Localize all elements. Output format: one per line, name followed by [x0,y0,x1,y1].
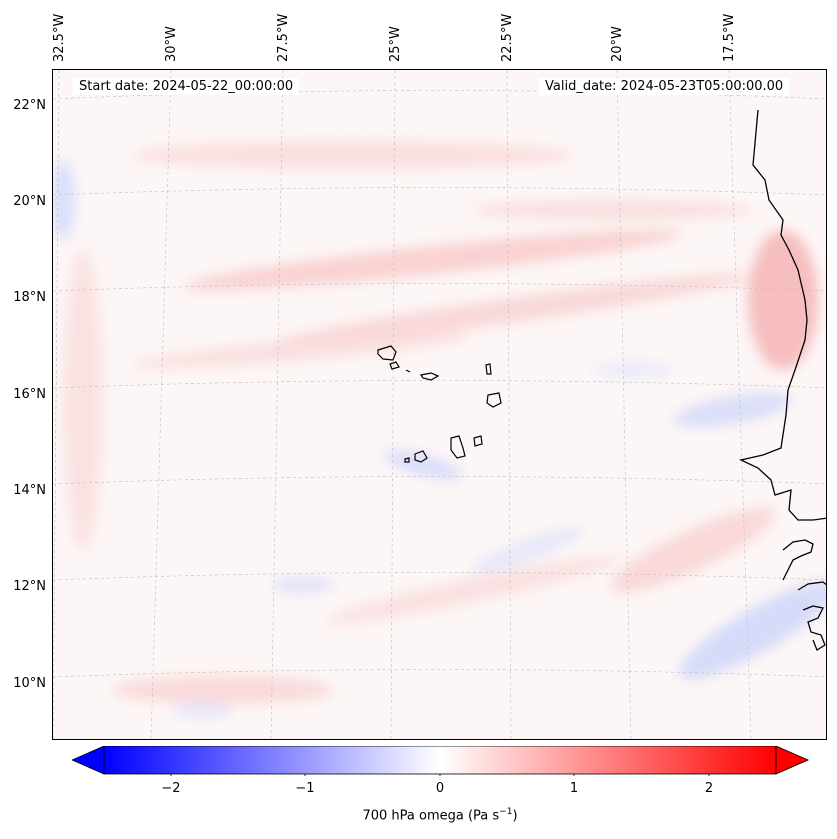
colorbar-tick-label: −2 [161,781,181,796]
colorbar-tick-label: 1 [569,781,579,796]
lon-label-30w: 30°W [164,26,179,62]
lat-label-14n: 14°N [13,483,46,498]
map-panel [52,69,827,740]
lon-label-32-5w: 32.5°W [52,13,67,62]
colorbar-tick-label: 2 [704,781,714,796]
colorbar-title-exponent: −1 [499,807,513,817]
colorbar-extend-min [72,746,105,775]
lon-label-27-5w: 27.5°W [276,13,291,62]
colorbar-gradient [103,746,777,775]
field-background [53,70,826,739]
lat-label-20n: 20°N [13,194,46,209]
valid-date-label: Valid_date: 2024-05-23T05:00:00.00 [539,78,790,95]
lon-label-17-5w: 17.5°W [722,13,737,62]
lon-label-20w: 20°W [610,26,625,62]
colorbar-title-main: 700 hPa omega (Pa s [362,808,500,824]
colorbar-title-end: ) [512,808,518,824]
coastline-west-africa [739,109,826,651]
colorbar [72,746,809,776]
lat-label-12n: 12°N [13,579,46,594]
cape-verde-islands [377,345,502,463]
colorbar-tick-label: 0 [435,781,445,796]
colorbar-tick-label: −1 [295,781,315,796]
lon-label-22-5w: 22.5°W [500,13,515,62]
lat-label-10n: 10°N [13,676,46,691]
lat-label-18n: 18°N [13,290,46,305]
lat-label-16n: 16°N [13,387,46,402]
start-date-label: Start date: 2024-05-22_00:00:00 [73,78,300,95]
colorbar-extend-max [775,746,809,775]
omega-field-map [53,70,826,739]
colorbar-title: 700 hPa omega (Pa s−1) [0,807,837,823]
lon-label-25w: 25°W [388,26,403,62]
lat-label-22n: 22°N [13,98,46,113]
